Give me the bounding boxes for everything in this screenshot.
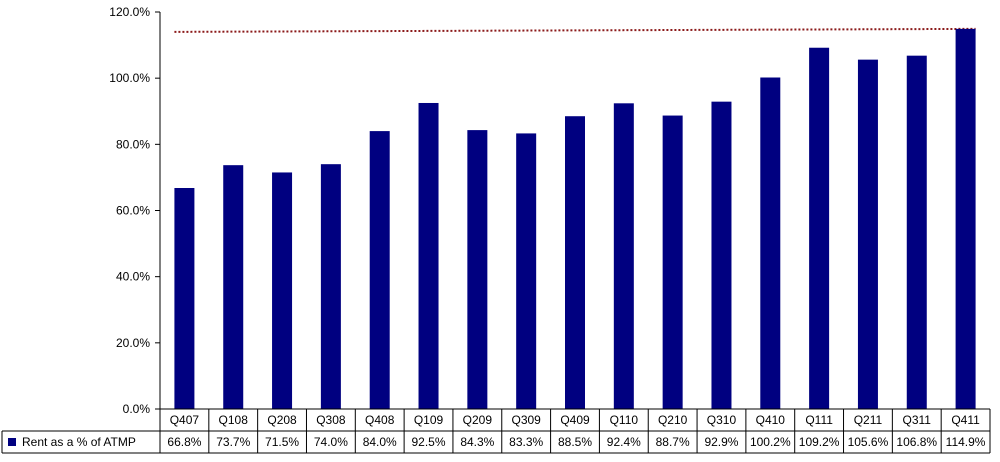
- value-label: 66.8%: [167, 435, 201, 449]
- value-label: 84.0%: [363, 435, 397, 449]
- y-tick-label: 120.0%: [109, 5, 150, 19]
- bar: [955, 28, 976, 410]
- bar: [320, 164, 341, 409]
- bar: [857, 59, 878, 409]
- bar: [760, 77, 781, 409]
- reference-line: [174, 27, 976, 33]
- bar: [223, 165, 244, 409]
- value-label: 73.7%: [216, 435, 250, 449]
- category-label: Q108: [219, 413, 249, 427]
- category-label: Q310: [707, 413, 737, 427]
- category-label: Q410: [756, 413, 786, 427]
- y-tick-label: 80.0%: [116, 137, 150, 151]
- value-label: 109.2%: [799, 435, 840, 449]
- y-tick-label: 100.0%: [109, 71, 150, 85]
- category-label: Q308: [316, 413, 346, 427]
- value-label: 84.3%: [460, 435, 494, 449]
- y-tick-label: 40.0%: [116, 270, 150, 284]
- value-label: 88.5%: [558, 435, 592, 449]
- value-label: 92.4%: [607, 435, 641, 449]
- bars: [174, 28, 976, 410]
- value-label: 92.5%: [412, 435, 446, 449]
- bar: [418, 102, 439, 410]
- value-label: 106.8%: [896, 435, 937, 449]
- category-label: Q209: [463, 413, 493, 427]
- reference-line-group: [174, 27, 976, 33]
- bar: [662, 115, 683, 409]
- bar: [467, 130, 488, 410]
- category-label: Q211: [854, 413, 883, 427]
- category-label: Q311: [903, 413, 932, 427]
- bar: [711, 101, 732, 410]
- category-label: Q309: [511, 413, 541, 427]
- category-label: Q407: [170, 413, 200, 427]
- value-label: 88.7%: [656, 435, 690, 449]
- y-tick-label: 20.0%: [116, 336, 150, 350]
- y-tick-label: 0.0%: [123, 402, 151, 416]
- data-table: Q407 Q108 Q208 Q308 Q408 Q109 Q209 Q309 Q409 Q110…: [1, 408, 991, 454]
- value-label: 105.6%: [848, 435, 889, 449]
- legend-label: Rent as a % of ATMP: [22, 435, 136, 449]
- value-label: 114.9%: [946, 435, 986, 449]
- y-axis: 0.0% 20.0% 40.0% 60.0% 80.0% 100.0% 120.0%: [109, 5, 161, 416]
- value-label: 74.0%: [314, 435, 348, 449]
- bar: [809, 47, 830, 409]
- category-label: Q409: [560, 413, 590, 427]
- bar: [565, 116, 585, 410]
- category-label: Q408: [365, 413, 395, 427]
- category-label: Q109: [414, 413, 444, 427]
- value-label: 92.9%: [704, 435, 738, 449]
- legend-swatch: [8, 438, 16, 446]
- y-tick-label: 60.0%: [116, 204, 150, 218]
- bar: [369, 131, 390, 409]
- category-label: Q110: [610, 413, 639, 427]
- bar: [906, 55, 927, 410]
- category-label: Q208: [267, 413, 297, 427]
- bar: [174, 188, 195, 409]
- value-label: 71.5%: [265, 435, 299, 449]
- value-label: 83.3%: [509, 435, 543, 449]
- category-label: Q210: [658, 413, 688, 427]
- bar: [272, 172, 293, 409]
- category-label: Q411: [951, 413, 980, 427]
- bar: [516, 133, 537, 409]
- category-label: Q111: [805, 413, 833, 427]
- bar: [613, 103, 634, 409]
- value-label: 100.2%: [750, 435, 791, 449]
